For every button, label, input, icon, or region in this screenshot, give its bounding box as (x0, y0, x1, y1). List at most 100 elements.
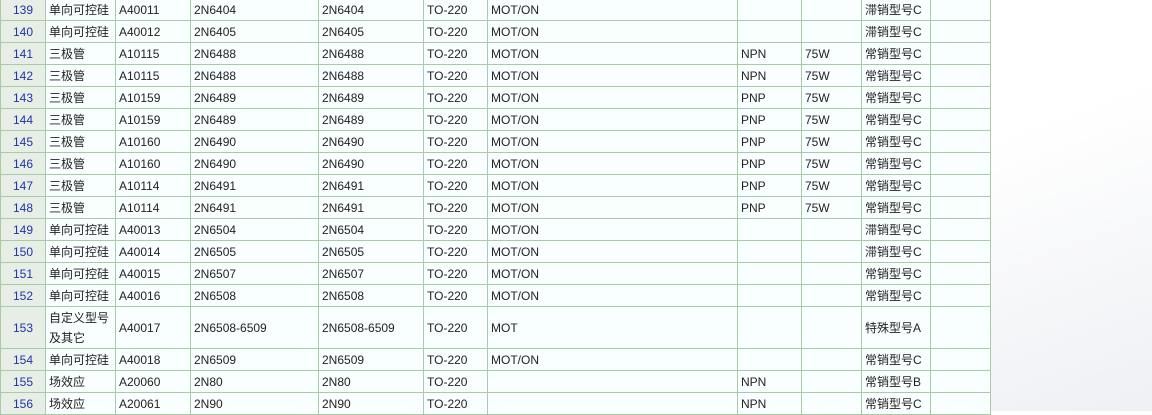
cell-power: 75W (801, 64, 862, 87)
table-row: 152 单向可控硅 A40016 2N6508 2N6508 TO-220 MOT/ON 常销… (0, 284, 991, 307)
parts-table: 139 单向可控硅 A40011 2N6404 2N6404 TO-220 MOT/ON 滞销… (0, 0, 991, 415)
cell-power (801, 240, 862, 263)
cell-status: 滞销型号C (861, 240, 931, 263)
cell-power (801, 262, 862, 285)
table-row: 155 场效应 A20060 2N80 2N80 TO-220 NPN 常销型号B (0, 370, 991, 393)
cell-power (801, 284, 862, 307)
cell-power: 75W (801, 108, 862, 131)
cell-row-number[interactable]: 155 (0, 370, 46, 393)
cell-type: 三极管 (45, 196, 116, 219)
table-row: 151 单向可控硅 A40015 2N6507 2N6507 TO-220 MOT/ON 常销… (0, 262, 991, 285)
cell-row-number[interactable]: 143 (0, 86, 46, 109)
cell-code: A40011 (115, 0, 191, 21)
table-row: 144 三极管 A10159 2N6489 2N6489 TO-220 MOT/ON PNP 7… (0, 108, 991, 131)
cell-row-number[interactable]: 154 (0, 348, 46, 371)
cell-power: 75W (801, 196, 862, 219)
cell-type: 三极管 (45, 130, 116, 153)
cell-model: 2N6507 (190, 262, 319, 285)
cell-brand: MOT (487, 306, 738, 349)
cell-status: 常销型号C (861, 64, 931, 87)
cell-part-number: 2N6404 (318, 0, 424, 21)
cell-extra (930, 218, 991, 241)
cell-brand: MOT/ON (487, 42, 738, 65)
cell-part-number: 2N6508-6509 (318, 306, 424, 349)
cell-brand: MOT/ON (487, 108, 738, 131)
cell-row-number[interactable]: 153 (0, 306, 46, 349)
cell-extra (930, 130, 991, 153)
cell-row-number[interactable]: 142 (0, 64, 46, 87)
cell-extra (930, 262, 991, 285)
cell-part-number: 2N6490 (318, 130, 424, 153)
cell-extra (930, 284, 991, 307)
cell-code: A10160 (115, 152, 191, 175)
cell-code: A40017 (115, 306, 191, 349)
cell-polarity: NPN (737, 64, 802, 87)
cell-brand: MOT/ON (487, 130, 738, 153)
cell-model: 2N6404 (190, 0, 319, 21)
cell-row-number[interactable]: 146 (0, 152, 46, 175)
cell-row-number[interactable]: 149 (0, 218, 46, 241)
cell-status: 常销型号C (861, 262, 931, 285)
cell-row-number[interactable]: 156 (0, 392, 46, 415)
table-row: 149 单向可控硅 A40013 2N6504 2N6504 TO-220 MOT/ON 滞销… (0, 218, 991, 241)
cell-extra (930, 152, 991, 175)
table-row: 148 三极管 A10114 2N6491 2N6491 TO-220 MOT/ON PNP 7… (0, 196, 991, 219)
cell-polarity: NPN (737, 392, 802, 415)
cell-part-number: 2N6489 (318, 108, 424, 131)
cell-brand: MOT/ON (487, 284, 738, 307)
cell-polarity (737, 306, 802, 349)
cell-row-number[interactable]: 150 (0, 240, 46, 263)
cell-status: 常销型号C (861, 348, 931, 371)
cell-code: A10160 (115, 130, 191, 153)
cell-brand: MOT/ON (487, 174, 738, 197)
cell-extra (930, 64, 991, 87)
cell-row-number[interactable]: 145 (0, 130, 46, 153)
cell-power: 75W (801, 86, 862, 109)
cell-polarity (737, 284, 802, 307)
cell-row-number[interactable]: 140 (0, 20, 46, 43)
cell-model: 2N6509 (190, 348, 319, 371)
cell-type: 单向可控硅 (45, 20, 116, 43)
cell-type: 单向可控硅 (45, 240, 116, 263)
cell-type: 三极管 (45, 174, 116, 197)
cell-part-number: 2N6490 (318, 152, 424, 175)
cell-extra (930, 174, 991, 197)
cell-status: 常销型号C (861, 196, 931, 219)
cell-code: A10159 (115, 108, 191, 131)
cell-row-number[interactable]: 147 (0, 174, 46, 197)
cell-package: TO-220 (423, 130, 488, 153)
cell-status: 常销型号C (861, 174, 931, 197)
table-row: 147 三极管 A10114 2N6491 2N6491 TO-220 MOT/ON PNP 7… (0, 174, 991, 197)
cell-brand: MOT/ON (487, 348, 738, 371)
cell-type: 三极管 (45, 64, 116, 87)
cell-brand: MOT/ON (487, 86, 738, 109)
cell-model: 2N6505 (190, 240, 319, 263)
cell-package: TO-220 (423, 370, 488, 393)
cell-row-number[interactable]: 151 (0, 262, 46, 285)
cell-row-number[interactable]: 152 (0, 284, 46, 307)
cell-polarity: PNP (737, 174, 802, 197)
cell-row-number[interactable]: 139 (0, 0, 46, 21)
cell-type: 单向可控硅 (45, 218, 116, 241)
cell-package: TO-220 (423, 86, 488, 109)
cell-status: 常销型号C (861, 108, 931, 131)
table-row: 142 三极管 A10115 2N6488 2N6488 TO-220 MOT/ON NPN 7… (0, 64, 991, 87)
cell-brand (487, 370, 738, 393)
cell-model: 2N6491 (190, 196, 319, 219)
cell-row-number[interactable]: 144 (0, 108, 46, 131)
cell-model: 2N6508 (190, 284, 319, 307)
cell-power: 75W (801, 152, 862, 175)
cell-polarity (737, 0, 802, 21)
cell-model: 2N6489 (190, 86, 319, 109)
cell-polarity (737, 20, 802, 43)
cell-part-number: 2N6405 (318, 20, 424, 43)
cell-code: A10159 (115, 86, 191, 109)
cell-part-number: 2N6505 (318, 240, 424, 263)
cell-polarity: PNP (737, 86, 802, 109)
cell-row-number[interactable]: 141 (0, 42, 46, 65)
cell-brand (487, 392, 738, 415)
cell-extra (930, 240, 991, 263)
cell-type: 单向可控硅 (45, 284, 116, 307)
cell-extra (930, 306, 991, 349)
cell-row-number[interactable]: 148 (0, 196, 46, 219)
